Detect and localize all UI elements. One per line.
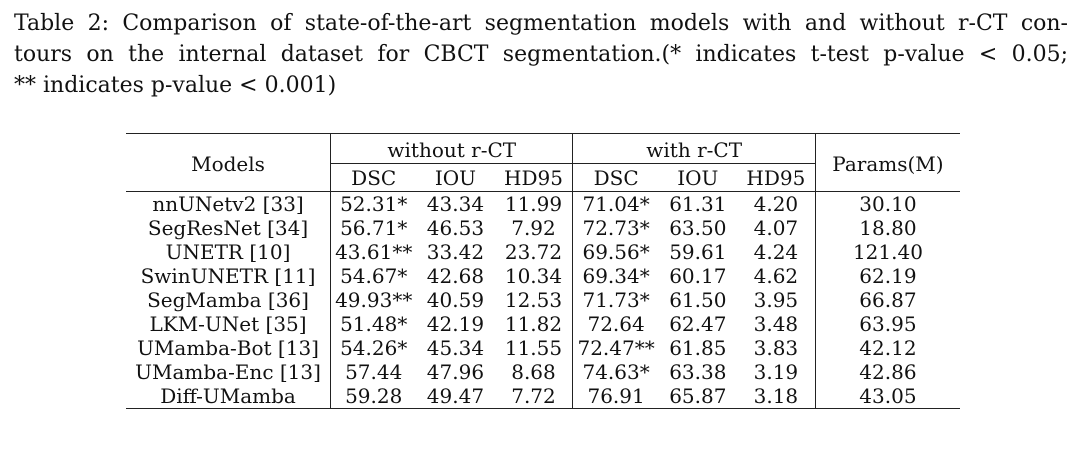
caption-line-2: tours on the internal dataset for CBCT s… [14,42,1068,67]
metric-cell: 3.83 [753,336,799,360]
params-cell: 30.10 [814,191,960,216]
metric-cell: 59.28 [330,384,417,409]
metric-cell: 11.82 [504,312,563,336]
results-table: Models without r-CT with r-CT Params(M) … [126,133,960,409]
metric-cell: 10.34 [504,264,563,288]
params-cell: 43.05 [814,384,960,409]
table-row: LKM-UNet [35] 51.48* 42.19 11.82 72.64 62.47 3… [126,312,960,336]
metric-cell: 11.55 [504,336,563,360]
metric-cell: 76.91 [572,384,659,409]
model-name-cell: Diff-UMamba [126,384,331,409]
params-cell: 66.87 [814,288,960,312]
metric-cell: 12.53 [504,288,563,312]
params-cell: 63.95 [814,312,960,336]
metric-cell: 49.47 [416,384,495,409]
metric-cell: 63.50 [669,216,727,240]
metric-cell: 61.85 [669,336,727,360]
header-group-with: with r-CT [572,133,816,164]
table-row: nnUNetv2 [33] 52.31* 43.34 11.99 71.04* 61.31… [126,191,960,216]
metric-cell: 3.19 [753,360,799,384]
metric-cell: 72.47** [572,336,659,360]
header-metric: IOU [434,165,476,190]
metric-cell: 45.34 [426,336,485,360]
table-row: SwinUNETR [11] 54.67* 42.68 10.34 69.34* 60.1… [126,264,960,288]
metric-cell: 61.31 [658,191,737,216]
metric-cell: 62.47 [669,312,727,336]
metric-cell: 51.48* [330,312,417,336]
metric-cell: 3.18 [736,384,816,409]
model-name-cell: SegResNet [34] [147,216,309,240]
metric-cell: 42.19 [426,312,485,336]
metric-cell: 71.73* [572,288,659,312]
metric-cell: 52.31* [330,191,417,216]
model-name-cell: SwinUNETR [11] [140,264,316,288]
header-group-without: without r-CT [330,133,573,164]
metric-cell: 59.61 [669,240,727,264]
metric-cell: 3.95 [753,288,799,312]
metric-cell: 11.99 [494,191,573,216]
metric-cell: 8.68 [511,360,556,384]
header-params: Params(M) [814,133,960,192]
metric-cell: 23.72 [504,240,563,264]
header-models: Models [191,151,265,176]
metric-cell: 56.71* [330,216,417,240]
caption-line-1: Table 2: Comparison of state-of-the-art … [14,11,1068,36]
metric-cell: 69.56* [572,240,659,264]
metric-cell: 33.42 [426,240,485,264]
header-metric: HD95 [504,165,563,190]
params-cell: 42.86 [814,360,960,384]
table-row: UNETR [10] 43.61** 33.42 23.72 69.56* 59.61 4.… [126,240,960,264]
table-row: SegResNet [34] 56.71* 46.53 7.92 72.73* 63.50… [126,216,960,240]
header-metric: DSC [572,163,659,192]
metric-cell: 4.62 [753,264,799,288]
metric-cell: 49.93** [330,288,417,312]
model-name-cell: UMamba-Enc [13] [135,360,321,384]
metric-cell: 69.34* [572,264,659,288]
metric-cell: 4.20 [736,191,816,216]
table-row: UMamba-Bot [13] 54.26* 45.34 11.55 72.47** 61… [126,336,960,360]
table-row: UMamba-Enc [13] 57.44 47.96 8.68 74.63* 63.38… [126,360,960,384]
metric-cell: 7.92 [511,216,556,240]
metric-cell: 4.24 [753,240,799,264]
table-caption: Table 2: Comparison of state-of-the-art … [14,8,1068,101]
metric-cell: 54.67* [330,264,417,288]
metric-cell: 65.87 [658,384,737,409]
metric-cell: 40.59 [426,288,485,312]
metric-cell: 7.72 [494,384,573,409]
params-cell: 42.12 [814,336,960,360]
table-row: Diff-UMamba 59.28 49.47 7.72 76.91 65.87 3.18 4… [126,384,960,409]
table-body: nnUNetv2 [33] 52.31* 43.34 11.99 71.04* 61.31… [126,191,960,409]
caption-line-3: ** indicates p-value < 0.001) [14,73,337,98]
params-cell: 62.19 [814,264,960,288]
table-row: SegMamba [36] 49.93** 40.59 12.53 71.73* 61.5… [126,288,960,312]
metric-cell: 46.53 [426,216,485,240]
metric-cell: 43.61** [330,240,417,264]
metric-cell: 43.34 [416,191,495,216]
model-name-cell: UMamba-Bot [13] [137,336,319,360]
metric-cell: 42.68 [426,264,485,288]
metric-cell: 3.48 [753,312,799,336]
metric-cell: 4.07 [753,216,799,240]
params-cell: 18.80 [814,216,960,240]
header-metric: DSC [330,163,417,192]
metric-cell: 71.04* [572,191,659,216]
metric-cell: 54.26* [330,336,417,360]
model-name-cell: LKM-UNet [35] [149,312,307,336]
metric-cell: 72.73* [572,216,659,240]
header-metric: IOU [677,165,719,190]
metric-cell: 60.17 [669,264,727,288]
header-metric: HD95 [746,165,806,190]
model-name-cell: SegMamba [36] [147,288,309,312]
metric-cell: 74.63* [572,360,659,384]
params-cell: 121.40 [814,240,960,264]
model-name-cell: nnUNetv2 [33] [126,191,331,216]
metric-cell: 63.38 [669,360,727,384]
model-name-cell: UNETR [10] [165,240,291,264]
metric-cell: 47.96 [426,360,485,384]
metric-cell: 61.50 [669,288,727,312]
metric-cell: 57.44 [330,360,417,384]
metric-cell: 72.64 [572,312,659,336]
